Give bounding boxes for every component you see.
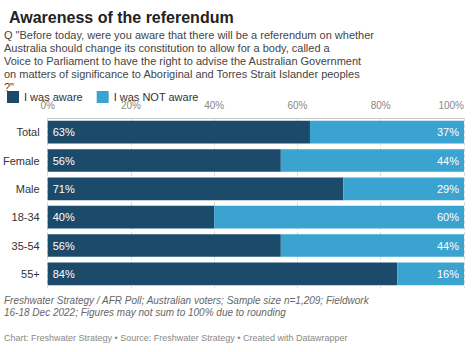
svg-text:37%: 37% (437, 126, 459, 138)
svg-text:40%: 40% (204, 100, 224, 111)
svg-text:16-18 Dec 2022; Figures may no: 16-18 Dec 2022; Figures may not sum to 1… (4, 307, 286, 318)
svg-text:35-54: 35-54 (12, 240, 40, 252)
svg-text:44%: 44% (437, 155, 459, 167)
svg-text:Voice to Parliament to have th: Voice to Parliament to have the right to… (4, 55, 364, 67)
svg-text:40%: 40% (53, 211, 75, 223)
svg-text:?": ?" (4, 81, 14, 93)
svg-text:on matters of significance to: on matters of significance to Aboriginal… (4, 68, 360, 80)
svg-text:60%: 60% (287, 100, 307, 111)
svg-text:56%: 56% (53, 155, 75, 167)
svg-text:29%: 29% (437, 183, 459, 195)
svg-text:100%: 100% (438, 100, 464, 111)
svg-text:84%: 84% (53, 268, 75, 280)
svg-text:60%: 60% (437, 211, 459, 223)
svg-text:Male: Male (16, 183, 40, 195)
svg-text:55+: 55+ (21, 268, 40, 280)
svg-text:I was aware: I was aware (24, 91, 83, 103)
svg-text:Chart: Freshwater Strategy • S: Chart: Freshwater Strategy • Source: Fre… (4, 333, 347, 343)
svg-text:I was NOT aware: I was NOT aware (114, 91, 199, 103)
svg-text:44%: 44% (437, 240, 459, 252)
svg-text:Female: Female (3, 155, 40, 167)
svg-text:Awareness of the referendum: Awareness of the referendum (9, 9, 234, 26)
svg-text:Australia should change its co: Australia should change its constitution… (4, 42, 333, 54)
svg-text:0%: 0% (40, 99, 55, 111)
svg-text:Freshwater Strategy / AFR Poll: Freshwater Strategy / AFR Poll; Australi… (4, 295, 371, 306)
svg-text:80%: 80% (371, 100, 391, 111)
svg-text:63%: 63% (53, 126, 75, 138)
svg-text:16%: 16% (437, 268, 459, 280)
svg-text:18-34: 18-34 (12, 211, 40, 223)
svg-text:Total: Total (16, 126, 39, 138)
svg-text:Q "Before today, were you awar: Q "Before today, were you aware that the… (4, 29, 377, 41)
svg-text:20%: 20% (120, 99, 141, 111)
svg-text:71%: 71% (53, 183, 75, 195)
svg-text:56%: 56% (53, 240, 75, 252)
